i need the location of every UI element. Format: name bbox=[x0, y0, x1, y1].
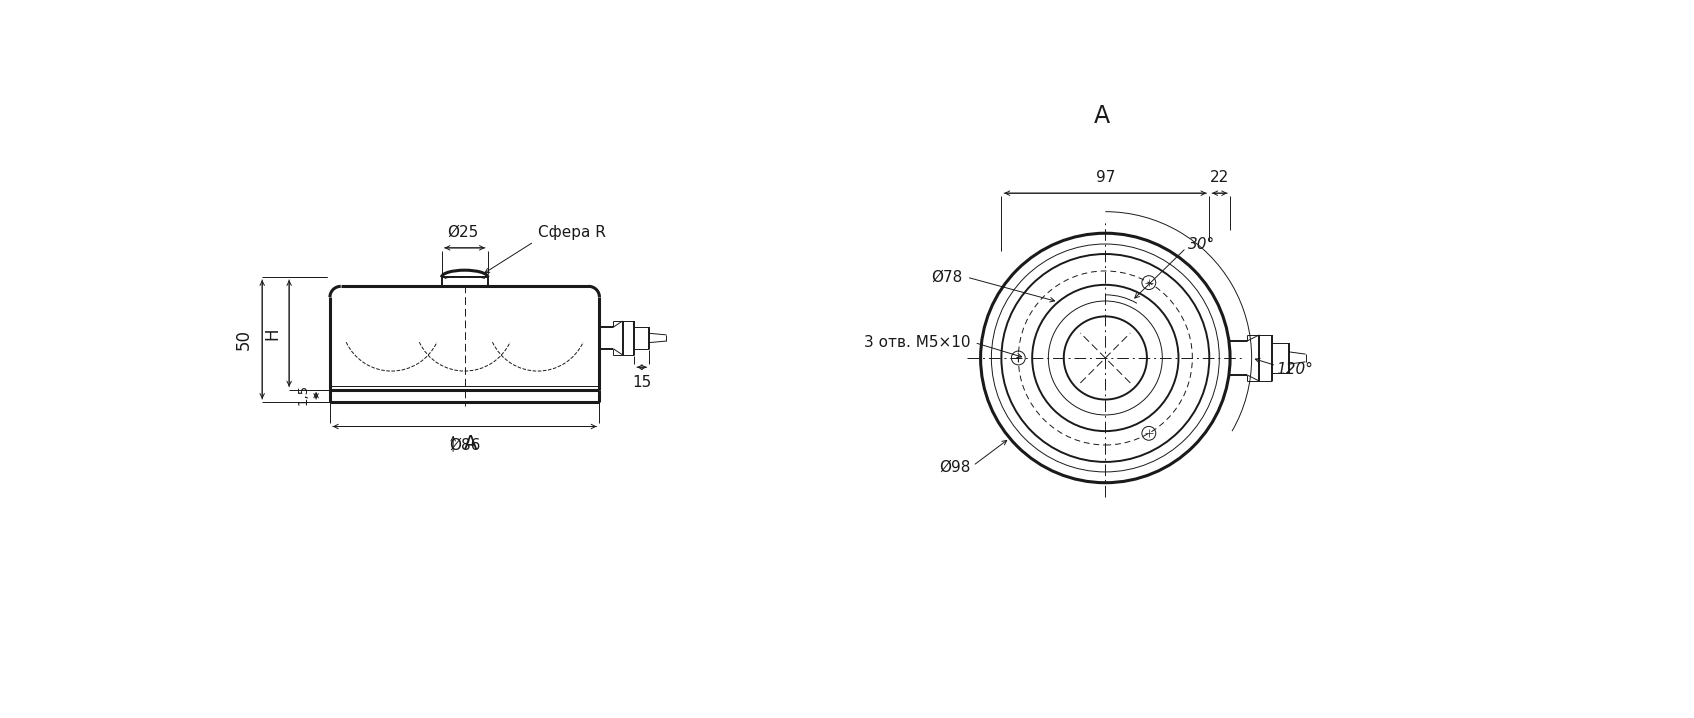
Text: 30°: 30° bbox=[1187, 237, 1215, 252]
Text: A: A bbox=[464, 434, 478, 453]
Text: Ø78: Ø78 bbox=[932, 270, 962, 284]
Text: 15: 15 bbox=[632, 375, 652, 390]
Text: A: A bbox=[1093, 104, 1110, 128]
Text: Ø25: Ø25 bbox=[447, 225, 479, 240]
Text: Сфера R: Сфера R bbox=[539, 225, 606, 240]
Text: 97: 97 bbox=[1096, 170, 1115, 185]
Text: Ø98: Ø98 bbox=[938, 460, 971, 475]
Text: 120°: 120° bbox=[1276, 362, 1313, 377]
Text: Ø86: Ø86 bbox=[449, 437, 481, 452]
Text: 50: 50 bbox=[235, 329, 252, 350]
Text: H: H bbox=[264, 327, 281, 340]
Text: 22: 22 bbox=[1210, 170, 1230, 185]
Text: 3 отв. M5×10: 3 отв. M5×10 bbox=[864, 335, 971, 350]
Text: 1,5: 1,5 bbox=[296, 383, 310, 405]
